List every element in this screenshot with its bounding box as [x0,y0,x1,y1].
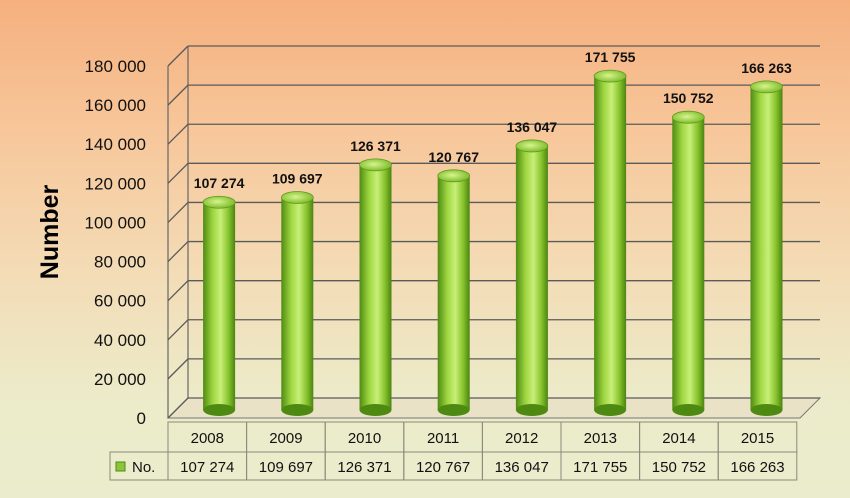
gridline-side [167,280,189,302]
data-label: 171 755 [585,49,636,65]
bar-body [281,197,314,410]
category-label: 2008 [191,430,224,447]
category-label: 2013 [584,430,617,447]
gridline-side [167,201,189,223]
bar-base [437,404,470,416]
bar-base [203,404,236,416]
bar-base [281,404,314,416]
bar [515,139,549,416]
bar-base [515,404,548,416]
bar-base [750,404,783,416]
chart-grid [166,45,822,419]
bar-base [672,404,705,416]
y-tick-label: 180 000 [85,57,146,76]
table-value: 166 263 [730,459,784,476]
y-tick-label: 0 [137,409,146,428]
y-tick-label: 80 000 [94,253,146,272]
chart-bars [202,69,783,416]
bar-base [594,404,627,416]
y-axis-label: Number [36,185,64,280]
bar-top [202,195,236,209]
y-tick-label: 160 000 [85,96,146,115]
gridline-side [167,45,189,67]
bar-top [515,139,549,153]
bar-body [437,175,470,410]
gridline-side [167,397,189,419]
table-value: 126 371 [337,459,391,476]
gridline-side [167,162,189,184]
bar [202,195,236,416]
y-tick-label: 100 000 [85,213,146,232]
bar [750,80,783,416]
bar-body [359,164,392,410]
table-value: 107 274 [180,459,234,476]
data-label: 120 767 [428,149,479,165]
table-value: 120 767 [416,459,470,476]
table-value: 150 752 [652,459,706,476]
data-label: 136 047 [507,119,558,135]
bar [671,110,705,416]
bar-top [671,110,705,124]
y-tick-label: 60 000 [94,292,146,311]
data-label: 166 263 [741,60,792,76]
gridline-side [167,241,189,263]
bar [359,158,392,416]
bar-body [515,145,548,411]
gridline-side [167,123,189,145]
bar-top [593,69,627,83]
bar-top [750,80,783,94]
data-label: 150 752 [663,90,714,106]
data-label: 109 697 [272,170,323,186]
gridline-side [167,358,189,380]
bar-base [359,404,392,416]
category-label: 2012 [505,430,538,447]
category-label: 2015 [741,430,774,447]
legend-series-name: No. [132,459,155,476]
bar-body [203,202,236,410]
table-value: 109 697 [259,459,313,476]
bar-body [672,117,705,410]
data-table: 2008 2009 2010 2011 2012 2013 2014 2015 No. 107 2… [109,421,798,481]
table-value: 171 755 [573,459,627,476]
bar-body [750,86,783,410]
category-label: 2010 [348,430,381,447]
legend-swatch [115,461,126,472]
gridline-side [167,319,189,341]
bar [437,169,471,416]
data-label: 126 371 [350,138,401,154]
y-tick-label: 20 000 [94,370,146,389]
data-labels: 107 274 109 697 126 371 120 767 136 047 171 7… [194,49,792,191]
bar [593,69,627,416]
y-tick-label: 40 000 [94,331,146,350]
table-value: 136 047 [495,459,549,476]
bar-top [359,158,392,172]
category-label: 2009 [269,430,302,447]
bar-body [594,76,627,410]
bar [280,191,314,416]
y-axis-ticks: 0 20 000 40 000 60 000 80 000 100 000 120 000 1… [85,57,146,428]
bar-top [437,169,471,183]
data-label: 107 274 [194,175,245,191]
gridline-side [167,84,189,106]
table-value-cell [717,451,798,481]
bar-top [280,191,314,204]
chart-floor [166,397,822,419]
y-tick-label: 120 000 [85,174,146,193]
y-tick-label: 140 000 [85,135,146,154]
category-label: 2011 [427,430,459,447]
category-label: 2014 [662,430,695,447]
